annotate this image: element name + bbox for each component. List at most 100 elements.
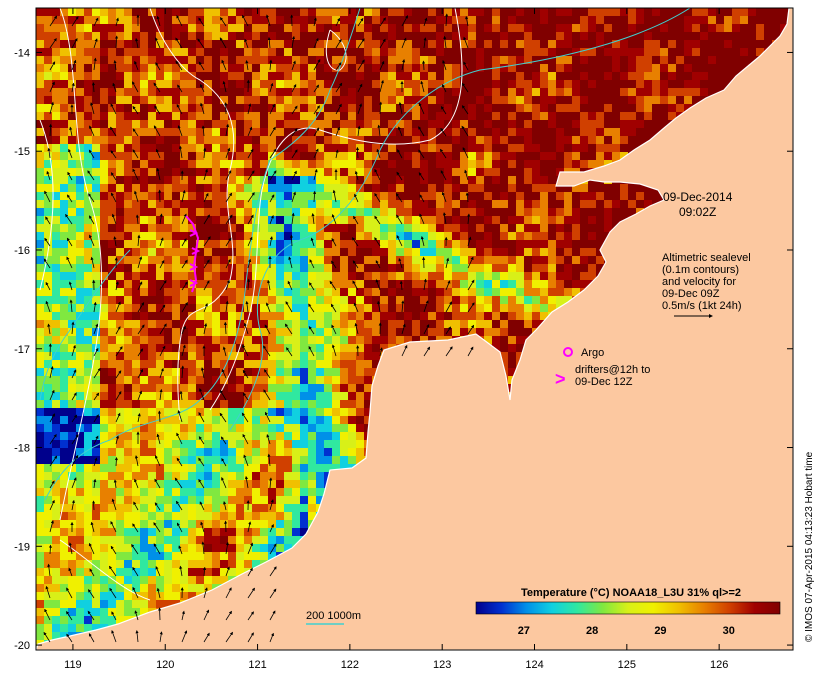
velocity-arrow — [263, 369, 271, 379]
velocity-arrow — [155, 37, 161, 49]
velocity-arrow — [331, 344, 337, 357]
velocity-arrows — [43, 13, 475, 643]
velocity-arrow — [132, 128, 139, 137]
velocity-arrow — [154, 478, 161, 489]
velocity-arrow — [198, 61, 205, 71]
velocity-arrow — [49, 499, 55, 511]
velocity-arrow — [176, 522, 183, 533]
velocity-arrow — [422, 60, 426, 71]
velocity-arrow — [115, 326, 121, 335]
drifter-line: 09-Dec 12Z — [575, 376, 633, 388]
velocity-arrow — [423, 17, 428, 27]
velocity-arrow — [219, 37, 227, 49]
velocity-arrow — [379, 17, 386, 27]
velocity-arrow — [47, 323, 51, 335]
velocity-arrow — [351, 237, 359, 247]
velocity-arrow — [203, 632, 210, 643]
velocity-arrow — [423, 300, 429, 313]
velocity-arrow — [68, 281, 73, 291]
velocity-arrow — [357, 125, 361, 137]
velocity-arrow — [377, 300, 381, 313]
map-frame — [35, 7, 794, 651]
velocity-arrow — [66, 194, 73, 203]
velocity-arrow — [49, 101, 54, 115]
velocity-arrow — [66, 587, 73, 599]
velocity-arrow — [137, 368, 144, 379]
velocity-arrow — [66, 256, 73, 269]
velocity-arrow — [241, 412, 249, 423]
isobath-line — [229, 8, 691, 431]
velocity-arrow — [109, 587, 117, 599]
velocity-arrow — [135, 214, 139, 225]
velocity-arrow — [132, 566, 139, 577]
velocity-arrow — [374, 215, 381, 225]
velocity-arrow — [49, 433, 57, 445]
velocity-arrow — [269, 588, 277, 599]
velocity-arrow — [265, 302, 271, 313]
velocity-arrow — [418, 172, 425, 181]
velocity-arrow — [461, 125, 469, 137]
velocity-arrow — [419, 194, 425, 203]
velocity-arrow — [110, 172, 117, 181]
velocity-arrow — [87, 170, 95, 181]
isobath-line — [39, 249, 131, 401]
velocity-arrow — [269, 170, 277, 181]
velocity-arrow — [312, 190, 317, 203]
velocity-arrow — [221, 457, 227, 467]
velocity-arrow — [198, 17, 205, 27]
velocity-arrow — [66, 237, 73, 247]
velocity-arrow — [331, 324, 337, 335]
velocity-arrow — [71, 344, 76, 357]
velocity-arrow — [269, 126, 276, 137]
velocity-arrow — [200, 83, 205, 93]
velocity-arrow — [423, 324, 430, 335]
velocity-arrow — [419, 213, 425, 225]
velocity-arrow — [225, 214, 233, 225]
velocity-arrow — [269, 148, 277, 159]
velocity-arrow — [71, 454, 79, 467]
velocity-arrow — [331, 238, 337, 247]
velocity-arrow — [203, 147, 207, 159]
velocity-arrow — [423, 37, 427, 49]
velocity-arrow — [221, 59, 227, 71]
velocity-arrow — [181, 259, 188, 269]
velocity-arrow — [222, 80, 227, 93]
drifter-track — [185, 215, 201, 293]
drifter-line: drifters@12h to — [575, 364, 650, 376]
colorbar-ticks: 27 28 29 30 — [518, 625, 735, 637]
velocity-arrow — [71, 414, 78, 423]
velocity-arrow — [133, 501, 139, 511]
velocity-arrow — [264, 324, 271, 335]
velocity-arrow — [197, 38, 205, 49]
velocity-arrow — [467, 302, 475, 313]
velocity-arrow — [401, 58, 406, 71]
velocity-arrow — [225, 170, 232, 181]
velocity-arrow — [93, 478, 97, 489]
velocity-arrow — [46, 170, 51, 181]
velocity-arrow — [225, 279, 230, 291]
velocity-arrow — [354, 193, 359, 203]
velocity-arrow — [137, 390, 143, 401]
velocity-arrow — [219, 412, 227, 423]
velocity-arrow — [137, 234, 141, 247]
velocity-arrow — [247, 103, 252, 115]
velocity-arrow — [176, 432, 183, 445]
velocity-arrow — [181, 189, 186, 203]
velocity-arrow — [89, 568, 95, 577]
velocity-arrow — [335, 17, 340, 27]
velocity-arrow — [159, 304, 166, 313]
velocity-arrow — [45, 300, 51, 313]
velocity-arrow — [159, 259, 165, 269]
colorbar-tick-label: 30 — [723, 625, 735, 637]
velocity-arrow — [313, 127, 320, 137]
velocity-arrow — [111, 192, 117, 203]
velocity-arrow — [93, 323, 99, 335]
lon-label: 125 — [618, 659, 636, 671]
velocity-arrow — [375, 260, 381, 269]
velocity-arrow — [47, 147, 51, 159]
velocity-arrow — [181, 630, 188, 643]
velocity-arrow — [199, 501, 205, 511]
velocity-arrow — [49, 366, 54, 379]
velocity-arrow — [203, 214, 210, 225]
